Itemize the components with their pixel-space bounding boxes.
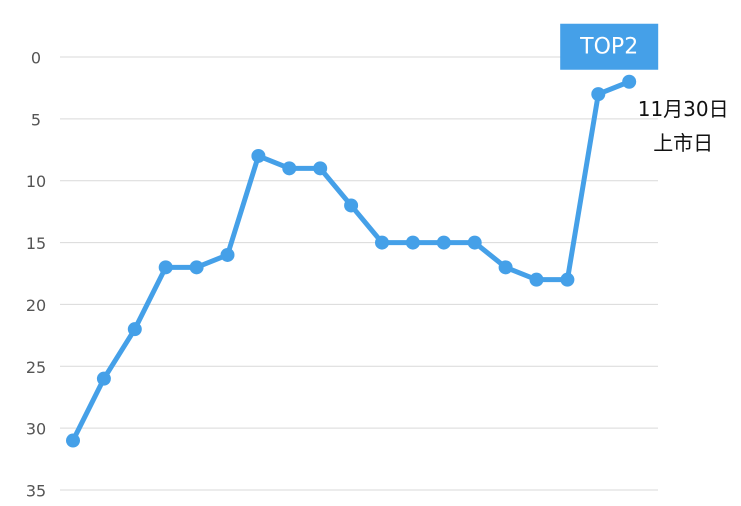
point: [405, 235, 420, 250]
line: [70, 79, 631, 442]
point: [467, 235, 482, 250]
point: [622, 74, 637, 89]
y-tick-label: 15: [26, 234, 46, 253]
annotation-box: [560, 23, 659, 70]
y-tick-label: 25: [26, 358, 46, 377]
point: [498, 260, 513, 275]
point: [220, 247, 235, 262]
y-tick-label: 10: [26, 172, 46, 191]
point: [560, 272, 575, 287]
point: [158, 260, 173, 275]
point: [96, 371, 111, 386]
y-tick-label: 20: [26, 296, 46, 315]
point: [591, 87, 606, 102]
annotation: 11月30日: [638, 97, 729, 121]
y-tick-label: 5: [31, 110, 41, 129]
y-tick-label: 30: [26, 420, 46, 439]
annotation: TOP2: [579, 35, 638, 60]
point: [189, 260, 204, 275]
point: [127, 322, 142, 337]
y-tick-label: 0: [31, 49, 41, 68]
annotation: 上市日: [653, 131, 713, 155]
point: [436, 235, 451, 250]
point: [529, 272, 544, 287]
point: [344, 198, 359, 213]
point: [66, 433, 80, 448]
point: [375, 235, 389, 250]
y-tick-label: 35: [26, 482, 46, 501]
point: [282, 161, 297, 176]
point: [251, 148, 266, 163]
point: [313, 161, 328, 176]
